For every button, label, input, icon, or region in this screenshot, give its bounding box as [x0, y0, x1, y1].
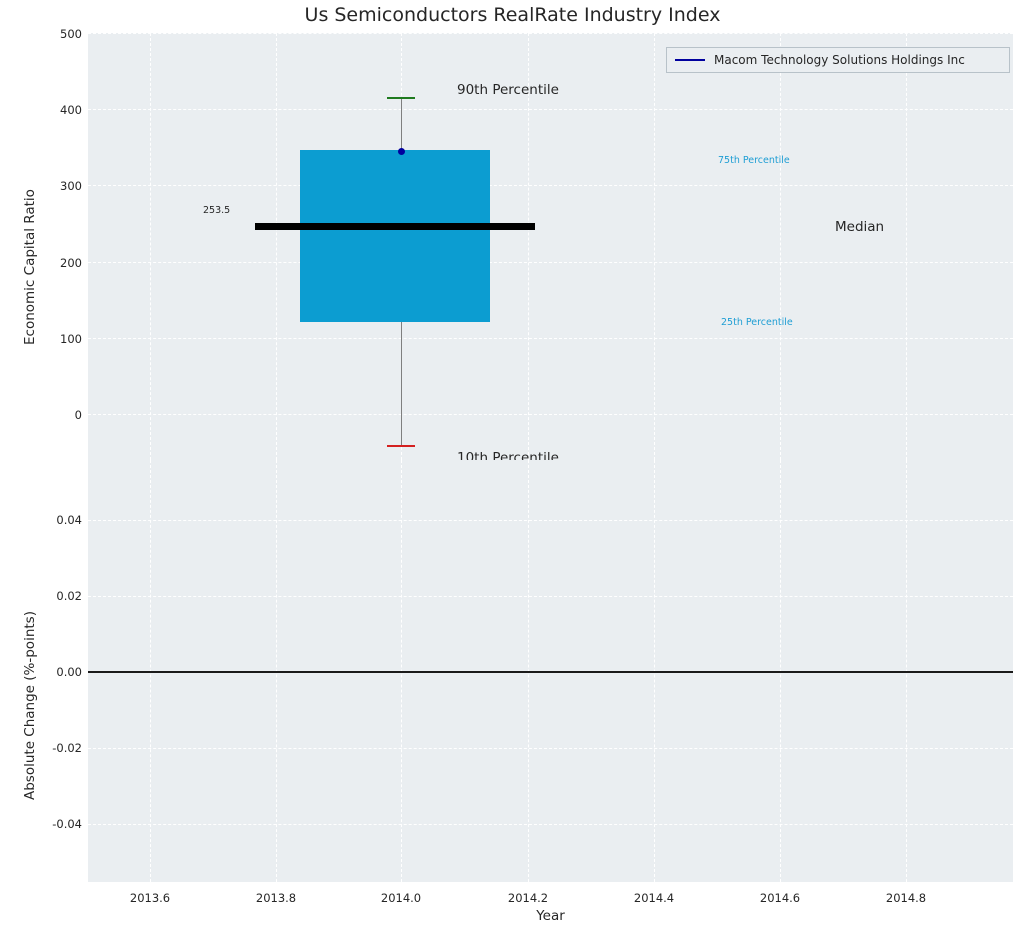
xtick-2014-8: 2014.8: [885, 891, 927, 905]
annotation-90th-percentile: 90th Percentile: [457, 82, 559, 98]
gridline2-y004: [88, 520, 1013, 521]
chart-legend: Macom Technology Solutions Holdings Inc: [666, 47, 1010, 73]
gridline2-yneg004: [88, 824, 1013, 825]
median-value-label: 253.5: [203, 205, 231, 216]
ytick-top-500: 500: [60, 27, 82, 41]
ytick-bottom-neg004: -0.04: [52, 817, 82, 831]
median-line: [255, 223, 535, 230]
ytick-bottom-000: 0.00: [56, 665, 82, 679]
xtick-2014-0: 2014.0: [380, 891, 422, 905]
gridline2-y000: [88, 672, 1013, 673]
legend-label-macom: Macom Technology Solutions Holdings Inc: [714, 53, 965, 67]
gridline-y0: [88, 414, 1013, 415]
ytick-top-0: 0: [74, 408, 82, 422]
annotation-median: Median: [835, 219, 885, 235]
gridline-x2014-2: [528, 33, 529, 460]
p90-cap: [387, 97, 415, 99]
xtick-2013-6: 2013.6: [129, 891, 171, 905]
legend-swatch-macom: [675, 59, 705, 61]
gridline-x2014-4: [654, 33, 655, 460]
gridline2-y002: [88, 596, 1013, 597]
gridline-y100: [88, 338, 1013, 339]
gridline-y500: [88, 33, 1013, 34]
bottom-plot-area: [88, 460, 1013, 882]
p10-cap: [387, 445, 415, 447]
ytick-bottom-004: 0.04: [56, 513, 82, 527]
ytick-bottom-neg002: -0.02: [52, 741, 82, 755]
gridline-x2014-6: [780, 33, 781, 460]
y-axis-label-bottom: Absolute Change (%-points): [22, 611, 38, 800]
xtick-2014-2: 2014.2: [507, 891, 549, 905]
xtick-2013-8: 2013.8: [255, 891, 297, 905]
x-axis-label: Year: [536, 908, 565, 924]
xtick-2014-6: 2014.6: [759, 891, 801, 905]
gridline-x2013-8: [276, 33, 277, 460]
ytick-top-200: 200: [60, 256, 82, 270]
annotation-75th-percentile: 75th Percentile: [718, 155, 790, 166]
top-plot-area: [88, 33, 1013, 460]
company-data-point: [398, 148, 405, 155]
ytick-top-300: 300: [60, 179, 82, 193]
ytick-top-100: 100: [60, 332, 82, 346]
gridline-x2013-6: [150, 33, 151, 460]
gridline-y300: [88, 185, 1013, 186]
xtick-2014-4: 2014.4: [633, 891, 675, 905]
y-axis-label-top: Economic Capital Ratio: [22, 189, 38, 345]
gridline-y200: [88, 262, 1013, 263]
gridline2-yneg002: [88, 748, 1013, 749]
iqr-box: [300, 150, 490, 322]
ytick-top-400: 400: [60, 103, 82, 117]
zero-reference-line: [88, 671, 1013, 673]
annotation-25th-percentile: 25th Percentile: [721, 317, 793, 328]
ytick-bottom-002: 0.02: [56, 589, 82, 603]
chart-title: Us Semiconductors RealRate Industry Inde…: [304, 4, 721, 26]
gridline-x2014-8: [906, 33, 907, 460]
gridline-y400: [88, 109, 1013, 110]
